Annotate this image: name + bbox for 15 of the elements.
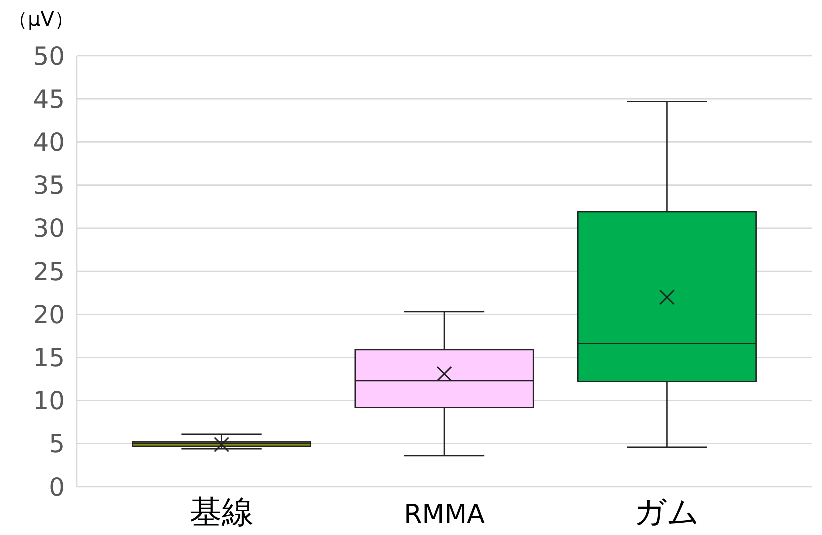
y-tick-label: 40 <box>33 128 65 157</box>
y-tick-label: 15 <box>33 343 65 372</box>
y-tick-label: 5 <box>49 430 65 459</box>
y-tick-label: 0 <box>49 472 65 502</box>
y-tick-label: 20 <box>33 300 65 330</box>
y-tick-label: 35 <box>33 171 65 200</box>
y-tick-label: 50 <box>33 42 65 71</box>
y-tick-label: 10 <box>33 386 65 416</box>
x-tick-label: RMMA <box>404 500 486 530</box>
y-tick-label: 30 <box>33 214 65 244</box>
y-tick-label: 45 <box>33 84 65 114</box>
y-tick-label: 25 <box>33 257 65 286</box>
x-tick-label: ガム <box>634 493 700 531</box>
x-tick-label: 基線 <box>190 493 254 531</box>
y-axis-title: （μV） <box>8 7 74 31</box>
